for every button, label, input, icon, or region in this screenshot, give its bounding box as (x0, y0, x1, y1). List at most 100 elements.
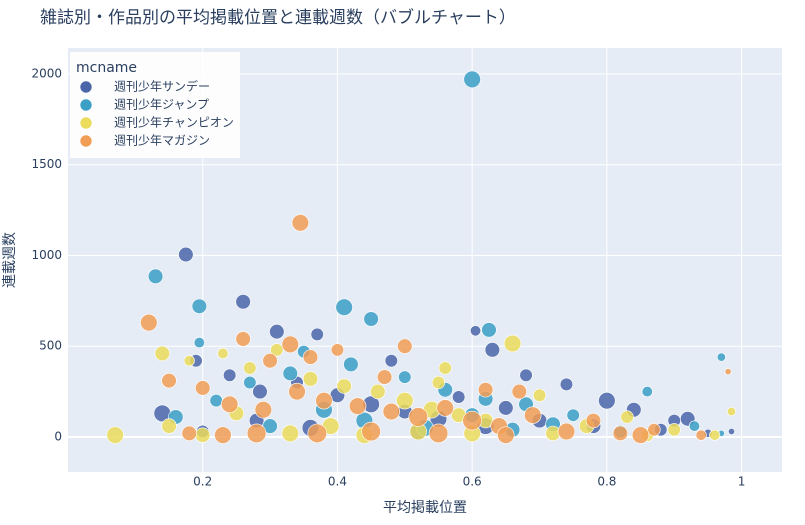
bubble (484, 342, 501, 358)
legend-label[interactable]: 週刊少年ジャンプ (114, 98, 209, 112)
bubble (217, 347, 229, 360)
bubble (498, 400, 514, 416)
y-tick-label: 0 (54, 429, 62, 443)
bubble (667, 423, 681, 437)
bubble (384, 354, 398, 368)
bubble (154, 345, 170, 362)
y-tick-label: 2000 (31, 66, 62, 80)
bubble (178, 246, 194, 263)
bubble (436, 399, 454, 417)
marks (106, 70, 736, 444)
legend-label[interactable]: 週刊少年チャンピオン (114, 116, 234, 130)
bubble (431, 375, 446, 390)
bubble (106, 426, 124, 444)
chart-title: 雑誌別・作品別の平均掲載位置と連載週数（バブルチャート） (40, 7, 516, 28)
bubble (452, 390, 466, 404)
bubble (519, 368, 533, 382)
bubble (195, 380, 211, 396)
bubble (511, 383, 527, 400)
y-tick-label: 500 (39, 339, 62, 353)
bubble (235, 294, 251, 310)
bubble (408, 407, 429, 427)
bubble (291, 214, 310, 232)
bubble (243, 375, 257, 390)
bubble (559, 377, 574, 391)
legend-label[interactable]: 週刊少年サンデー (114, 79, 210, 94)
bubble (220, 395, 239, 413)
bubble (315, 391, 333, 410)
bubble (282, 365, 298, 382)
bubble (307, 423, 327, 444)
bubble (262, 353, 278, 369)
bubble (147, 268, 164, 284)
bubble (181, 425, 197, 441)
bubble (557, 422, 576, 441)
bubble (281, 424, 299, 443)
bubble (532, 388, 547, 402)
legend-marker[interactable] (79, 80, 93, 94)
x-axis-label: 平均掲載位置 (383, 500, 467, 516)
bubble (716, 352, 726, 362)
bubble (191, 298, 207, 314)
bubble (209, 394, 223, 408)
bubble (438, 361, 452, 375)
legend-marker[interactable] (79, 98, 93, 112)
bubble (462, 410, 482, 431)
bubble (503, 334, 522, 353)
bubble (396, 391, 414, 410)
bubble (647, 423, 661, 437)
bubble (620, 410, 634, 424)
bubble (183, 355, 195, 367)
bubble (363, 311, 379, 327)
bubble (348, 397, 367, 415)
bubble (288, 382, 306, 401)
legend-label[interactable]: 週刊少年マガジン (114, 134, 210, 148)
bubble (566, 408, 580, 422)
bubble (269, 324, 285, 340)
bubble (397, 338, 413, 354)
bubble (361, 421, 381, 442)
bubble (524, 406, 542, 424)
bubble (330, 343, 345, 357)
bubble (235, 331, 251, 347)
bubble (281, 335, 299, 354)
bubble (370, 383, 386, 400)
legend-box (70, 52, 240, 158)
bubble (481, 322, 497, 338)
bubble (688, 420, 700, 432)
bubble (641, 386, 653, 398)
bubble (382, 402, 401, 421)
bubble (302, 349, 319, 365)
bubble (252, 383, 268, 400)
bubble (246, 423, 267, 444)
bubble (477, 382, 494, 398)
legend-title: mcname (76, 60, 137, 76)
bubble (631, 426, 650, 444)
bubble (302, 371, 319, 387)
bubble (726, 407, 736, 417)
x-tick-label: 1 (738, 475, 746, 489)
bubble (254, 401, 273, 419)
bubble (193, 337, 205, 349)
legend-marker[interactable] (79, 134, 93, 148)
bubble (728, 428, 735, 435)
bubble (270, 343, 284, 357)
bubble (598, 391, 616, 410)
bubble (336, 378, 352, 394)
bubble (398, 370, 412, 384)
bubble (343, 356, 359, 373)
legend-marker[interactable] (79, 116, 93, 130)
bubble (709, 429, 721, 441)
bubble (463, 70, 481, 89)
bubble (724, 368, 732, 376)
bubble (376, 369, 393, 385)
bubble (335, 298, 353, 316)
bubble (214, 426, 232, 444)
bubble (695, 429, 707, 441)
x-tick-label: 0.4 (328, 475, 347, 489)
bubble (428, 423, 449, 444)
y-tick-label: 1500 (31, 157, 62, 171)
x-tick-label: 0.6 (463, 475, 482, 489)
bubble (612, 425, 628, 441)
